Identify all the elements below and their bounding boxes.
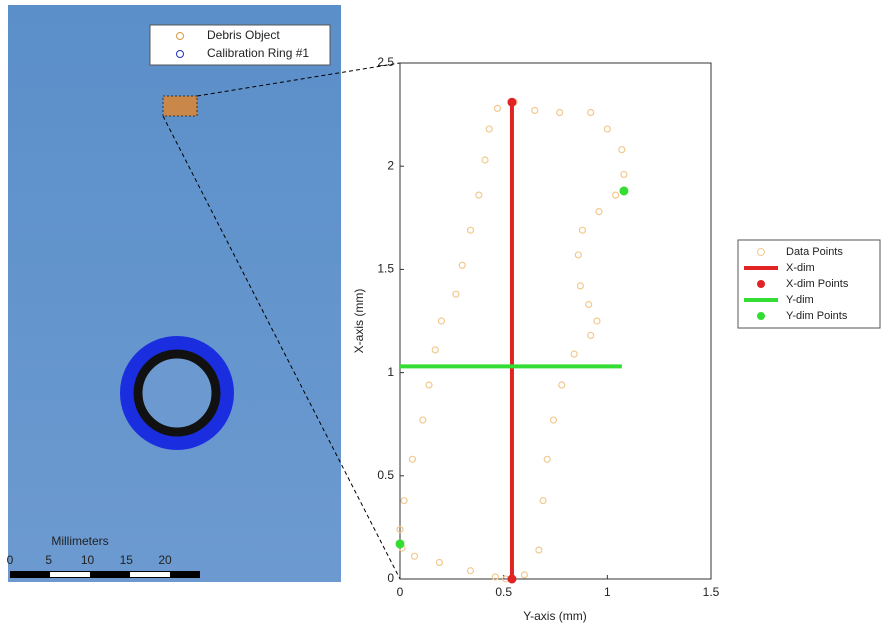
scale-bar-segment	[130, 572, 170, 577]
scale-bar-tick: 15	[120, 553, 134, 567]
legend-label: X-dim	[786, 262, 815, 274]
scale-bar-segment	[50, 572, 90, 577]
x-tick-label: 0.5	[495, 585, 512, 599]
legend-label: Y-dim Points	[786, 310, 848, 322]
y-tick-label: 0	[387, 571, 394, 585]
legend-label: Data Points	[786, 246, 843, 258]
scale-bar-frame	[10, 571, 200, 578]
y-tick-label: 1	[387, 365, 394, 379]
ring-inner	[138, 354, 216, 432]
x-tick-label: 1.5	[703, 585, 720, 599]
legend-label: X-dim Points	[786, 278, 849, 290]
y-tick-label: 2.5	[377, 55, 394, 69]
plot-area	[400, 63, 711, 579]
x-axis-label: Y-axis (mm)	[523, 609, 587, 623]
photo	[8, 5, 341, 582]
scale-bar-title: Millimeters	[51, 534, 108, 548]
debris-object	[163, 96, 197, 116]
scale-bar-tick: 20	[158, 553, 172, 567]
x-tick-label: 1	[604, 585, 611, 599]
x-tick-label: 0	[397, 585, 404, 599]
y-tick-label: 0.5	[377, 468, 394, 482]
y-tick-label: 2	[387, 158, 394, 172]
scale-bar	[10, 571, 200, 578]
y-tick-label: 1.5	[377, 262, 394, 276]
legend-symbol	[758, 281, 765, 288]
figure: Debris Object Calibration Ring #1 Millim…	[0, 0, 882, 626]
legend-symbol	[758, 313, 765, 320]
dim-point	[396, 540, 404, 548]
y-axis-label: X-axis (mm)	[352, 289, 366, 354]
dim-point	[508, 575, 516, 583]
page: Debris Object Calibration Ring #1 Millim…	[0, 0, 882, 631]
legend-label: Y-dim	[786, 294, 814, 306]
legend-label: Calibration Ring #1	[207, 46, 309, 60]
scale-bar-tick: 5	[45, 553, 52, 567]
scale-bar-tick: 0	[7, 553, 14, 567]
dim-point	[508, 98, 516, 106]
dim-point	[620, 187, 628, 195]
legend-label: Debris Object	[207, 28, 280, 42]
scale-bar-tick: 10	[81, 553, 95, 567]
